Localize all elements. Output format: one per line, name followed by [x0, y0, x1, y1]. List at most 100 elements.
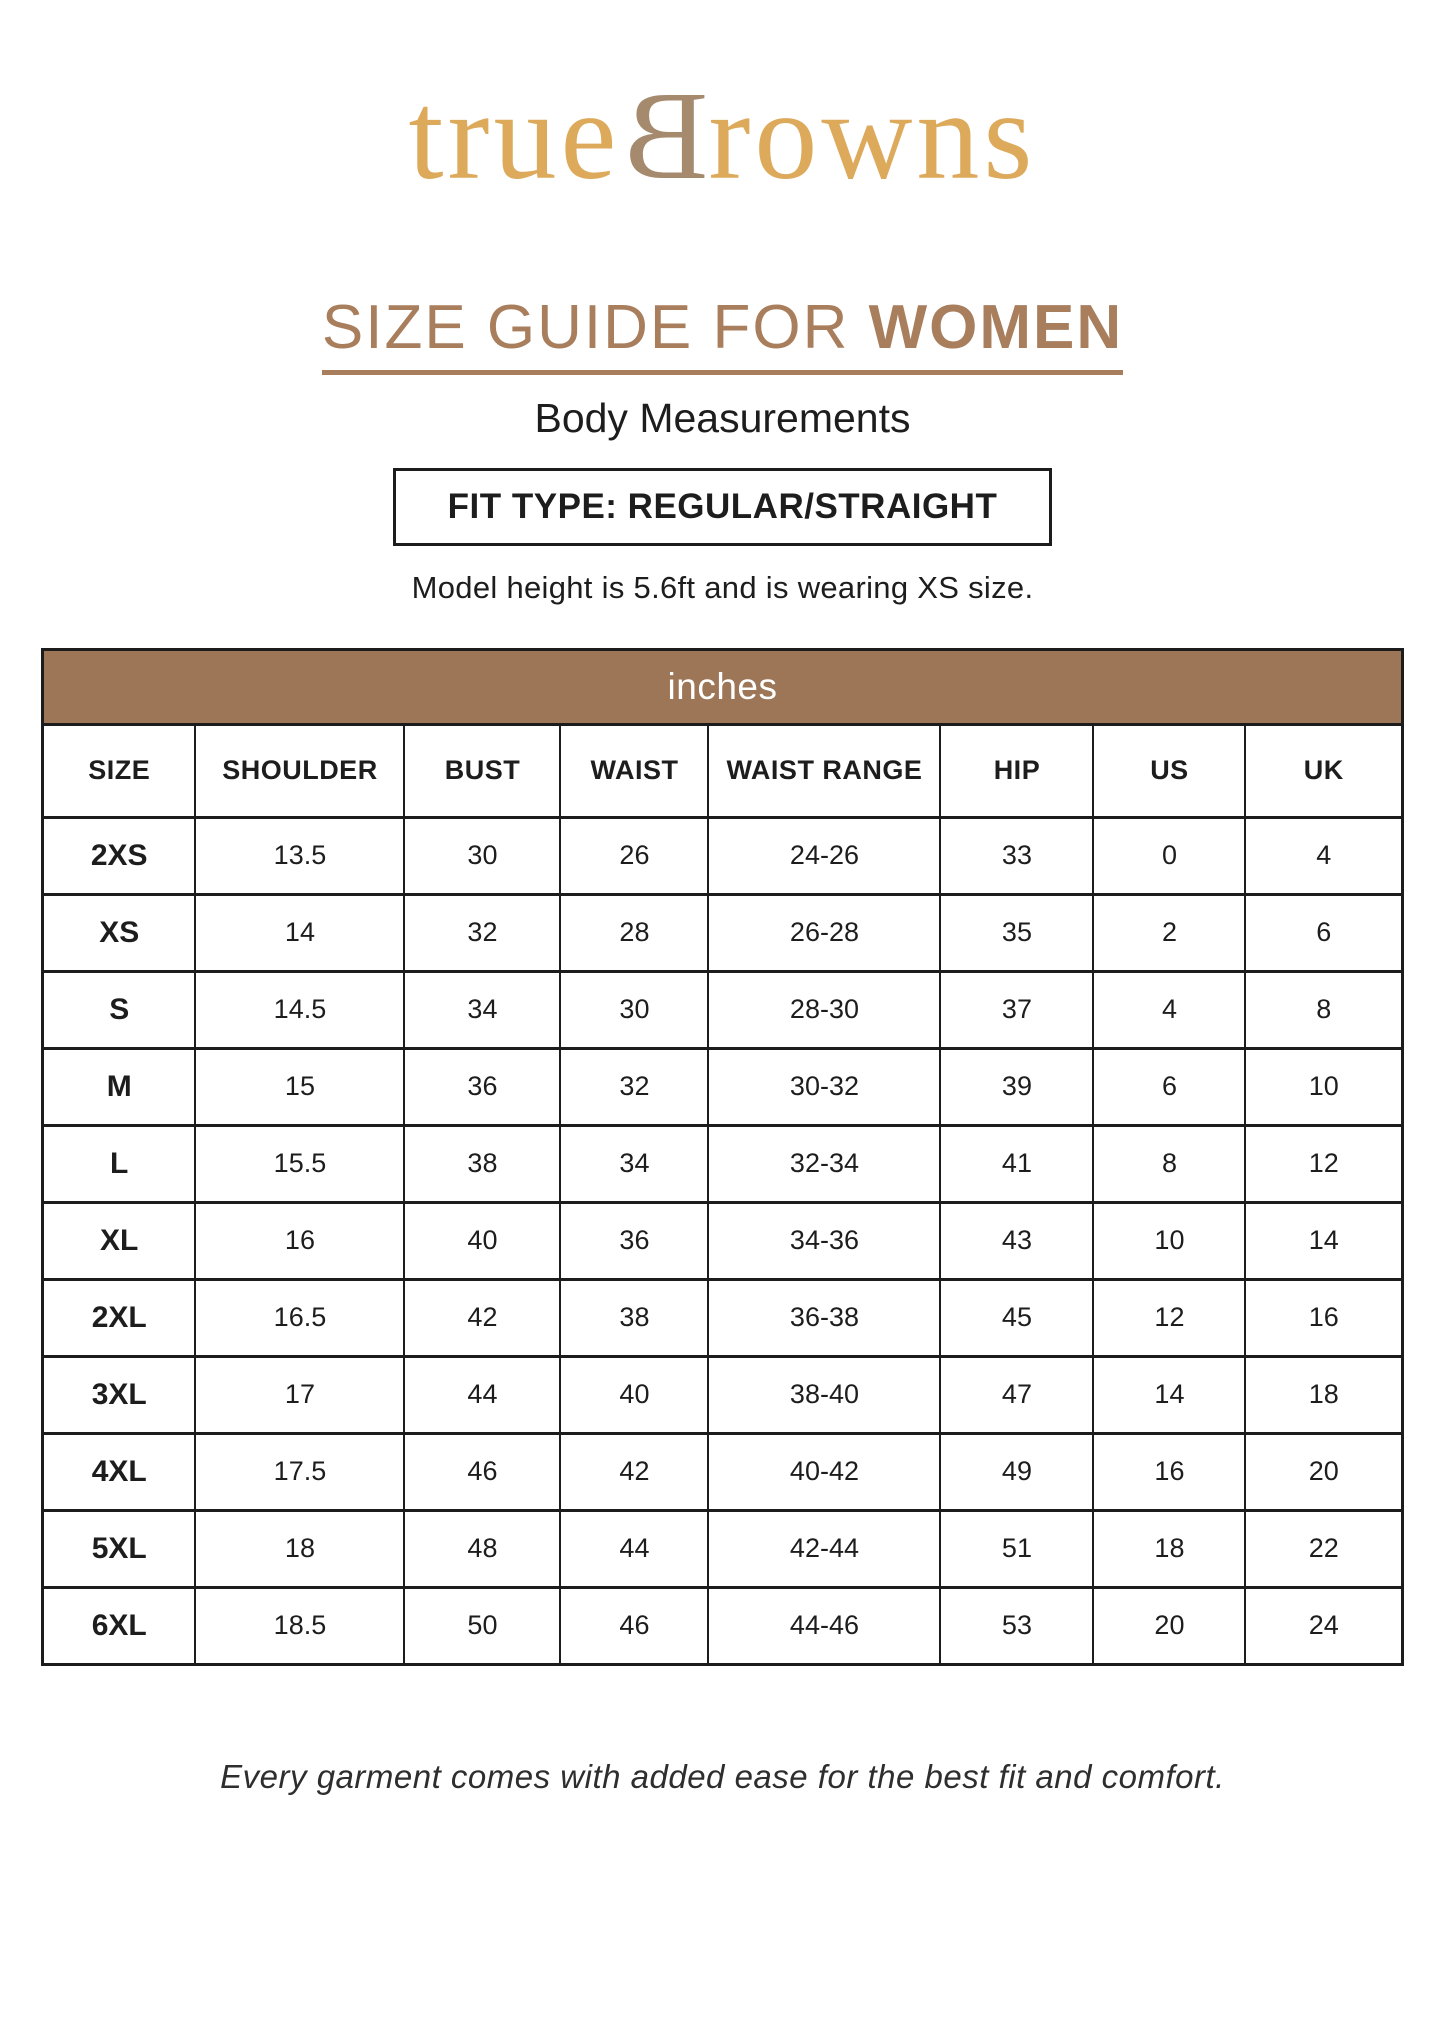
brand-logo-mirrored-b: B	[620, 67, 709, 206]
column-header: BUST	[403, 722, 562, 819]
measurement-cell: 16	[1092, 1431, 1247, 1512]
brand-logo: trueBrowns	[0, 67, 1445, 207]
column-header: US	[1092, 722, 1247, 819]
measurement-cell: 30	[559, 969, 710, 1050]
measurement-cell: 14	[1092, 1354, 1247, 1435]
measurement-cell: 43	[939, 1200, 1095, 1281]
measurement-cell: 32-34	[707, 1123, 942, 1204]
measurement-cell: 50	[403, 1585, 562, 1666]
measurement-cell: 16	[1244, 1277, 1404, 1358]
measurement-cell: 30	[403, 815, 562, 896]
measurement-cell: 49	[939, 1431, 1095, 1512]
measurement-cell: 44-46	[707, 1585, 942, 1666]
measurement-cell: 40	[559, 1354, 710, 1435]
measurement-cell: 42	[403, 1277, 562, 1358]
measurement-cell: 22	[1244, 1508, 1404, 1589]
measurement-cell: 32	[559, 1046, 710, 1127]
unit-header: inches	[41, 647, 1404, 726]
measurement-cell: 6	[1244, 892, 1404, 973]
table-row: 3XL 17 44 40 38-40 47 14 18	[41, 1354, 1404, 1435]
measurement-cell: 47	[939, 1354, 1095, 1435]
measurement-cell: 42	[559, 1431, 710, 1512]
brand-logo-prefix: true	[408, 67, 621, 206]
measurement-cell: 44	[403, 1354, 562, 1435]
measurement-cell: 32	[403, 892, 562, 973]
table-row: S 14.5 34 30 28-30 37 4 8	[41, 969, 1404, 1050]
table-row: 5XL 18 48 44 42-44 51 18 22	[41, 1508, 1404, 1589]
measurement-cell: 40	[403, 1200, 562, 1281]
measurement-cell: 10	[1244, 1046, 1404, 1127]
measurement-cell: 34	[403, 969, 562, 1050]
column-header: WAIST RANGE	[707, 722, 942, 819]
measurement-cell: 40-42	[707, 1431, 942, 1512]
table-row: L 15.5 38 34 32-34 41 8 12	[41, 1123, 1404, 1204]
measurement-cell: 46	[403, 1431, 562, 1512]
measurement-cell: 18	[1092, 1508, 1247, 1589]
measurement-cell: 4	[1092, 969, 1247, 1050]
table-row: XL 16 40 36 34-36 43 10 14	[41, 1200, 1404, 1281]
measurement-cell: 41	[939, 1123, 1095, 1204]
table-row: 6XL 18.5 50 46 44-46 53 20 24	[41, 1585, 1404, 1666]
measurement-cell: 15.5	[194, 1123, 406, 1204]
size-cell: M	[41, 1046, 197, 1127]
measurement-cell: 28-30	[707, 969, 942, 1050]
measurement-cell: 16	[194, 1200, 406, 1281]
measurement-cell: 17	[194, 1354, 406, 1435]
table-row: M 15 36 32 30-32 39 6 10	[41, 1046, 1404, 1127]
measurement-cell: 38-40	[707, 1354, 942, 1435]
measurement-cell: 8	[1092, 1123, 1247, 1204]
measurement-cell: 34-36	[707, 1200, 942, 1281]
table-header-row: SIZE SHOULDER BUST WAIST WAIST RANGE HIP US UK	[41, 722, 1404, 819]
measurement-cell: 36-38	[707, 1277, 942, 1358]
measurement-cell: 20	[1092, 1585, 1247, 1666]
page-title-bold: WOMEN	[868, 292, 1124, 362]
measurement-cell: 13.5	[194, 815, 406, 896]
table-row: 2XL 16.5 42 38 36-38 45 12 16	[41, 1277, 1404, 1358]
size-cell: XS	[41, 892, 197, 973]
measurement-cell: 53	[939, 1585, 1095, 1666]
measurement-cell: 48	[403, 1508, 562, 1589]
measurement-cell: 51	[939, 1508, 1095, 1589]
measurement-cell: 12	[1244, 1123, 1404, 1204]
subtitle: Body Measurements	[534, 394, 911, 441]
measurement-cell: 20	[1244, 1431, 1404, 1512]
table-row: 4XL 17.5 46 42 40-42 49 16 20	[41, 1431, 1404, 1512]
measurement-cell: 28	[559, 892, 710, 973]
measurement-cell: 15	[194, 1046, 406, 1127]
measurement-cell: 38	[403, 1123, 562, 1204]
measurement-cell: 24	[1244, 1585, 1404, 1666]
model-note: Model height is 5.6ft and is wearing XS …	[411, 569, 1034, 605]
size-cell: 6XL	[41, 1585, 197, 1666]
measurement-cell: 30-32	[707, 1046, 942, 1127]
column-header: WAIST	[559, 722, 710, 819]
measurement-cell: 18	[1244, 1354, 1404, 1435]
measurement-cell: 16.5	[194, 1277, 406, 1358]
measurement-cell: 18	[194, 1508, 406, 1589]
size-cell: 3XL	[41, 1354, 197, 1435]
size-cell: XL	[41, 1200, 197, 1281]
measurement-cell: 42-44	[707, 1508, 942, 1589]
column-header: UK	[1244, 722, 1404, 819]
size-guide-page: trueBrowns SIZE GUIDE FOR WOMEN Body Mea…	[0, 67, 1445, 2038]
measurement-cell: 10	[1092, 1200, 1247, 1281]
measurement-cell: 4	[1244, 815, 1404, 896]
measurement-cell: 18.5	[194, 1585, 406, 1666]
measurement-cell: 37	[939, 969, 1095, 1050]
size-cell: 5XL	[41, 1508, 197, 1589]
table-row: 2XS 13.5 30 26 24-26 33 0 4	[41, 815, 1404, 896]
measurement-cell: 24-26	[707, 815, 942, 896]
measurement-cell: 17.5	[194, 1431, 406, 1512]
measurement-cell: 26-28	[707, 892, 942, 973]
measurement-cell: 14	[194, 892, 406, 973]
measurement-cell: 39	[939, 1046, 1095, 1127]
measurement-cell: 44	[559, 1508, 710, 1589]
footer-note: Every garment comes with added ease for …	[220, 1757, 1225, 1795]
fit-type-box: FIT TYPE: REGULAR/STRAIGHT	[392, 467, 1053, 546]
measurement-cell: 6	[1092, 1046, 1247, 1127]
size-cell: S	[41, 969, 197, 1050]
column-header: SIZE	[41, 722, 197, 819]
measurement-cell: 46	[559, 1585, 710, 1666]
measurement-cell: 33	[939, 815, 1095, 896]
measurement-cell: 35	[939, 892, 1095, 973]
measurement-cell: 0	[1092, 815, 1247, 896]
